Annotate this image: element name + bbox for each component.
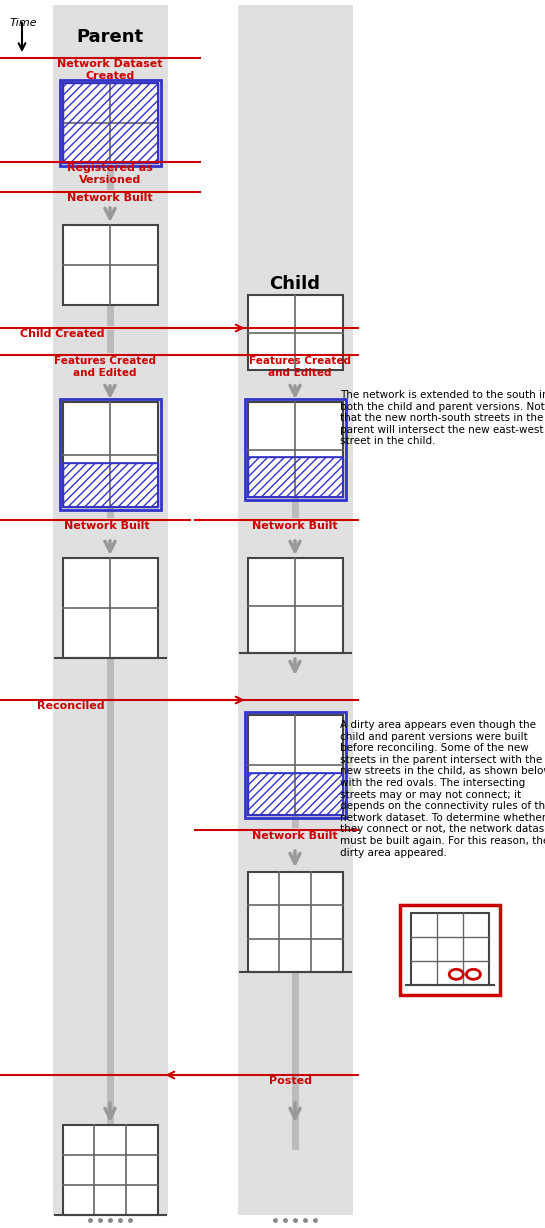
Text: A dirty area appears even though the
child and parent versions were built
before: A dirty area appears even though the chi… bbox=[340, 720, 545, 857]
Bar bbox=[63, 558, 158, 658]
Bar bbox=[238, 5, 353, 1214]
Bar bbox=[247, 872, 342, 973]
Text: Time: Time bbox=[10, 18, 38, 28]
Bar bbox=[247, 402, 342, 497]
Text: Posted: Posted bbox=[269, 1076, 312, 1086]
Text: Network Built: Network Built bbox=[67, 193, 153, 203]
Bar bbox=[63, 84, 158, 163]
Bar bbox=[63, 402, 158, 507]
Bar bbox=[106, 165, 113, 190]
Bar bbox=[292, 497, 299, 518]
Bar bbox=[63, 463, 158, 507]
Bar bbox=[247, 457, 342, 497]
Bar bbox=[247, 558, 342, 653]
Bar bbox=[63, 463, 158, 507]
Bar bbox=[247, 457, 342, 497]
Bar bbox=[63, 1125, 158, 1214]
Bar bbox=[292, 973, 299, 1149]
Bar bbox=[247, 295, 342, 370]
Bar bbox=[106, 330, 113, 352]
Bar bbox=[411, 914, 489, 985]
Bar bbox=[292, 815, 299, 828]
Text: Reconciled: Reconciled bbox=[38, 701, 105, 711]
Text: Network Built: Network Built bbox=[64, 521, 150, 530]
Text: The network is extended to the south in
both the child and parent versions. Note: The network is extended to the south in … bbox=[340, 391, 545, 447]
Text: Parent: Parent bbox=[76, 28, 143, 45]
Bar bbox=[245, 712, 346, 818]
Bar bbox=[59, 80, 160, 166]
Bar bbox=[106, 138, 113, 158]
Bar bbox=[59, 399, 160, 510]
Bar bbox=[63, 84, 158, 163]
Bar bbox=[106, 305, 113, 325]
Bar bbox=[400, 905, 500, 995]
Text: Child Created: Child Created bbox=[21, 329, 105, 339]
Bar bbox=[247, 772, 342, 815]
Bar bbox=[106, 507, 113, 518]
Bar bbox=[245, 399, 346, 500]
Bar bbox=[247, 715, 342, 815]
Bar bbox=[63, 84, 158, 163]
Bar bbox=[292, 352, 299, 370]
Text: Network Built: Network Built bbox=[252, 831, 338, 841]
Bar bbox=[52, 5, 167, 1214]
Bar bbox=[247, 772, 342, 815]
Bar bbox=[63, 225, 158, 305]
Bar bbox=[106, 658, 113, 1149]
Text: Network Built: Network Built bbox=[252, 521, 338, 530]
Text: Network Dataset
Created: Network Dataset Created bbox=[57, 59, 163, 81]
Text: Registered as
Versioned: Registered as Versioned bbox=[67, 163, 153, 184]
Text: Features Created
and Edited: Features Created and Edited bbox=[249, 356, 351, 377]
Text: Features Created
and Edited: Features Created and Edited bbox=[54, 356, 156, 377]
Text: Child: Child bbox=[269, 275, 320, 293]
